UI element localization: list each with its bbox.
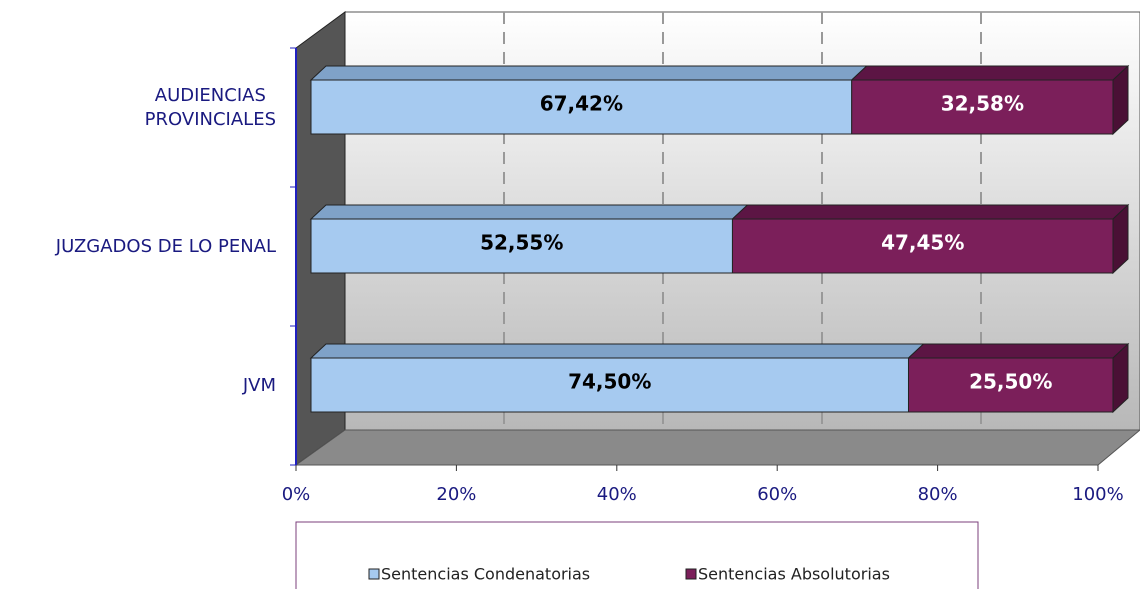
legend-label: Sentencias Absolutorias	[698, 565, 890, 584]
x-tick-label: 0%	[282, 484, 311, 505]
bar-side	[1112, 64, 1129, 136]
bar-top	[907, 343, 1130, 359]
legend-swatch	[685, 568, 697, 580]
bar-side	[1112, 342, 1129, 414]
legend-box	[295, 521, 979, 589]
x-tick-label: 80%	[918, 484, 958, 505]
bar	[310, 79, 853, 135]
legend-swatch	[368, 568, 380, 580]
floor	[294, 429, 1140, 466]
category-label: AUDIENCIAS PROVINCIALES	[144, 84, 276, 130]
bar-top	[309, 343, 925, 359]
value-label: 32,58%	[941, 92, 1024, 116]
value-label: 74,50%	[568, 370, 651, 394]
category-label: JUZGADOS DE LO PENAL	[55, 235, 276, 257]
x-tick-label: 40%	[597, 484, 637, 505]
bar	[310, 218, 733, 274]
value-label: 52,55%	[480, 231, 563, 255]
bar	[310, 357, 909, 413]
value-label: 67,42%	[540, 92, 623, 116]
bar	[851, 79, 1114, 135]
value-label: 47,45%	[881, 231, 964, 255]
x-tick-label: 100%	[1072, 484, 1123, 505]
bar-top	[850, 65, 1130, 81]
legend-label: Sentencias Condenatorias	[381, 565, 590, 584]
value-label: 25,50%	[969, 370, 1052, 394]
x-tick-label: 20%	[436, 484, 476, 505]
x-tick-label: 60%	[757, 484, 797, 505]
bar-top	[309, 65, 868, 81]
bar-top	[309, 204, 749, 220]
bar	[731, 218, 1114, 274]
category-label: JVM	[242, 374, 276, 396]
bar	[907, 357, 1114, 413]
bar-top	[731, 204, 1130, 220]
bar-side	[1112, 203, 1129, 275]
